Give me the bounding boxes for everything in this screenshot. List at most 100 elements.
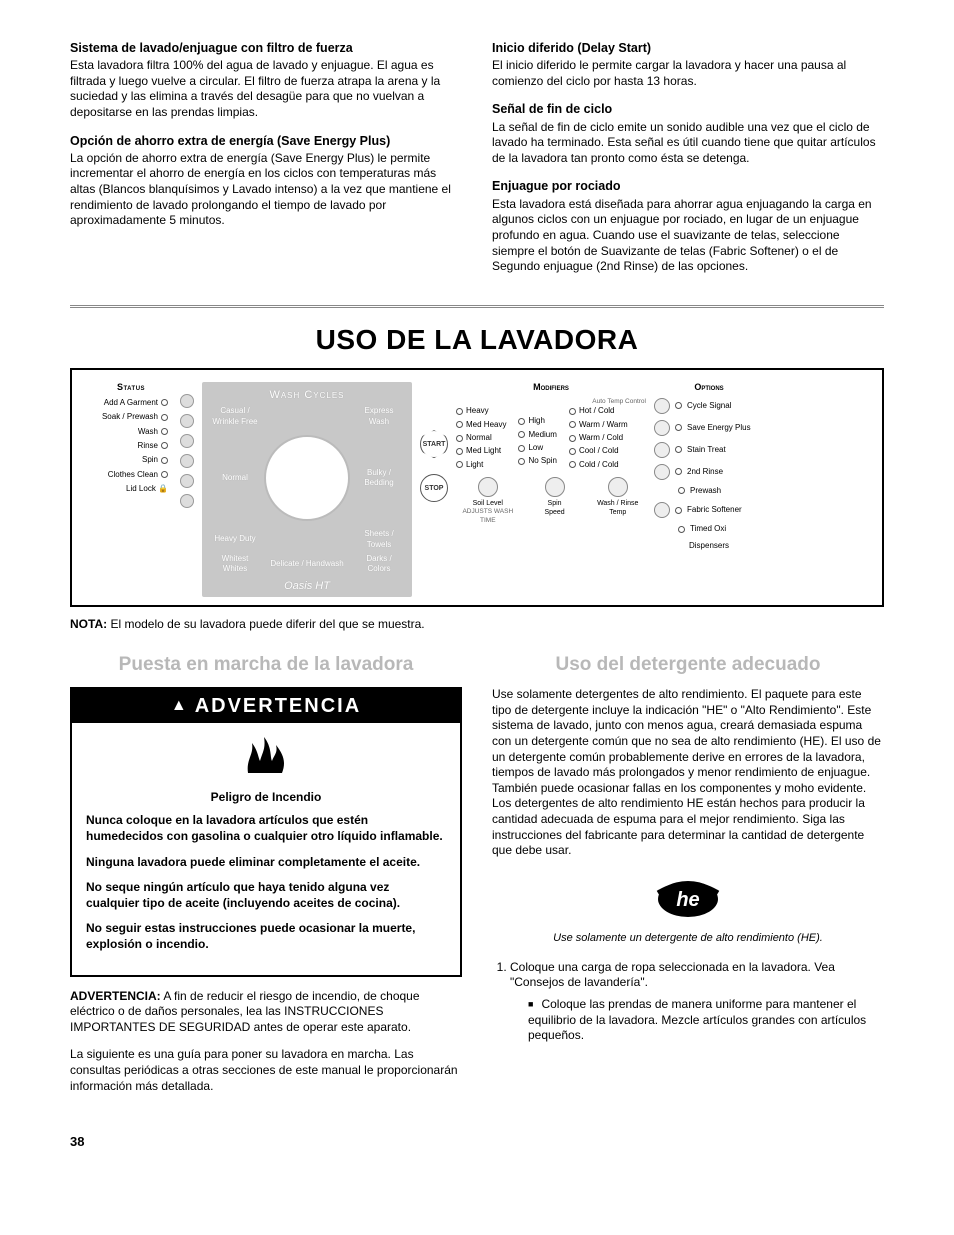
control-panel-diagram: Status Add A Garment Soak / Prewash Wash… xyxy=(70,368,884,607)
oasis-label: Oasis HT xyxy=(212,579,402,593)
soil-medheavy: Med Heavy xyxy=(466,420,506,430)
temp-sub: Auto Temp Control xyxy=(456,398,646,406)
modifiers-column: Modifiers Auto Temp Control Heavy Med He… xyxy=(456,382,646,525)
temp-hot: Hot / Cold xyxy=(579,406,615,416)
spin-med: Medium xyxy=(528,430,556,440)
flame-icon xyxy=(72,723,460,784)
bottom-columns: Puesta en marcha de la lavadora ADVERTEN… xyxy=(70,653,884,1107)
soil-list: Heavy Med Heavy Normal Med Light Light xyxy=(456,406,506,473)
opt-timed-oxi: Timed Oxi xyxy=(690,524,726,534)
step-1-text: Coloque una carga de ropa seleccionada e… xyxy=(510,960,835,990)
cycle-darks: Darks / Colors xyxy=(356,554,402,575)
soil-light: Light xyxy=(466,460,483,470)
para-sistema: Esta lavadora filtra 100% del agua de la… xyxy=(70,58,462,120)
status-rinse: Rinse xyxy=(138,441,158,450)
warning-p2: Ninguna lavadora puede eliminar completa… xyxy=(86,855,446,871)
top-features: Sistema de lavado/enjuague con filtro de… xyxy=(70,40,884,287)
opt-2nd-rinse: 2nd Rinse xyxy=(687,467,723,477)
para-save-energy: La opción de ahorro extra de energía (Sa… xyxy=(70,151,462,229)
heading-delay-start: Inicio diferido (Delay Start) xyxy=(492,40,884,56)
step-1: Coloque una carga de ropa seleccionada e… xyxy=(510,960,884,1044)
opt-save-energy: Save Energy Plus xyxy=(687,423,751,433)
para-end-cycle: La señal de fin de ciclo emite un sonido… xyxy=(492,120,884,167)
warning-p1: Nunca coloque en la lavadora artículos q… xyxy=(86,813,446,844)
heading-save-energy: Opción de ahorro extra de energía (Save … xyxy=(70,133,462,149)
warning-title: Peligro de Incendio xyxy=(86,790,446,806)
cycle-express: Express Wash xyxy=(356,406,402,427)
status-lid-lock: Lid Lock 🔒 xyxy=(126,484,168,493)
spin-list: High Medium Low No Spin xyxy=(518,406,556,473)
start-stop-col: START STOP xyxy=(420,382,448,502)
knob-row: Soil LevelADJUSTS WASH TIME Spin Speed W… xyxy=(456,477,646,525)
wash-cycles-block: Wash Cycles Casual / Wrinkle Free Expres… xyxy=(202,382,412,597)
left-subtitle: Puesta en marcha de la lavadora xyxy=(70,653,462,678)
status-column: Status Add A Garment Soak / Prewash Wash… xyxy=(94,382,172,498)
spin-high: High xyxy=(528,416,544,426)
knob-soil: Soil Level xyxy=(456,499,520,508)
divider xyxy=(70,305,884,308)
bottom-right: Uso del detergente adecuado Use solament… xyxy=(492,653,884,1107)
heading-spray-rinse: Enjuague por rociado xyxy=(492,178,884,194)
warning-p3: No seque ningún artículo que haya tenido… xyxy=(86,880,446,911)
temp-list: Hot / Cold Warm / Warm Warm / Cold Cool … xyxy=(569,406,628,473)
he-logo: he xyxy=(492,871,884,926)
advertencia-para: ADVERTENCIA: A fin de reducir el riesgo … xyxy=(70,989,462,1036)
cycle-casual: Casual / Wrinkle Free xyxy=(212,406,258,427)
warning-box: ADVERTENCIA Peligro de Incendio Nunca co… xyxy=(70,687,462,976)
bottom-left: Puesta en marcha de la lavadora ADVERTEN… xyxy=(70,653,462,1107)
right-subtitle: Uso del detergente adecuado xyxy=(492,653,884,678)
guide-para: La siguiente es una guía para poner su l… xyxy=(70,1047,462,1094)
page-number: 38 xyxy=(70,1134,884,1151)
wash-cycles-title: Wash Cycles xyxy=(212,388,402,402)
status-add-garment: Add A Garment xyxy=(104,398,158,407)
nota-text: El modelo de su lavadora puede diferir d… xyxy=(107,617,425,631)
opt-stain: Stain Treat xyxy=(687,445,726,455)
options-column: Options Cycle Signal Save Energy Plus St… xyxy=(654,382,764,551)
soil-medlight: Med Light xyxy=(466,446,501,456)
opt-cycle-signal: Cycle Signal xyxy=(687,401,731,411)
dispensers-label: Dispensers xyxy=(654,541,764,551)
warning-header: ADVERTENCIA xyxy=(72,689,460,723)
spin-low: Low xyxy=(528,443,543,453)
cycle-delicate: Delicate / Handwash xyxy=(264,559,350,569)
nota-bold: NOTA: xyxy=(70,617,107,631)
status-spin: Spin xyxy=(142,455,158,464)
status-soak: Soak / Prewash xyxy=(102,412,158,421)
cycle-dial xyxy=(264,435,350,521)
cycle-sheets: Sheets / Towels xyxy=(356,529,402,550)
led-strip xyxy=(180,382,194,508)
warning-p4: No seguir estas instrucciones puede ocas… xyxy=(86,921,446,952)
modifiers-heading: Modifiers xyxy=(456,382,646,394)
knob-spin: Spin Speed xyxy=(538,499,572,517)
status-clean: Clothes Clean xyxy=(108,470,158,479)
cycle-bulky: Bulky / Bedding xyxy=(356,468,402,489)
warning-body: Peligro de Incendio Nunca coloque en la … xyxy=(72,790,460,975)
adv-bold: ADVERTENCIA: xyxy=(70,989,161,1003)
status-wash: Wash xyxy=(138,427,158,436)
knob-temp: Wash / Rinse Temp xyxy=(590,499,646,517)
opt-prewash: Prewash xyxy=(690,486,721,496)
temp-cold: Cold / Cold xyxy=(579,460,619,470)
temp-wc: Warm / Cold xyxy=(579,433,623,443)
status-heading: Status xyxy=(94,382,168,394)
cycle-whites: Whitest Whites xyxy=(212,554,258,575)
step-1-bullet: Coloque las prendas de manera uniforme p… xyxy=(528,997,884,1044)
para-delay-start: El inicio diferido le permite cargar la … xyxy=(492,58,884,89)
soil-normal: Normal xyxy=(466,433,492,443)
opt-fabric-softener: Fabric Softener xyxy=(687,505,742,515)
svg-text:he: he xyxy=(676,889,699,911)
steps-list: Coloque una carga de ropa seleccionada e… xyxy=(492,960,884,1044)
soil-heavy: Heavy xyxy=(466,406,489,416)
detergent-para: Use solamente detergentes de alto rendim… xyxy=(492,687,884,859)
para-spray-rinse: Esta lavadora está diseñada para ahorrar… xyxy=(492,197,884,275)
heading-sistema: Sistema de lavado/enjuague con filtro de… xyxy=(70,40,462,56)
nota-line: NOTA: El modelo de su lavadora puede dif… xyxy=(70,617,884,633)
main-title: USO DE LA LAVADORA xyxy=(70,322,884,358)
cycle-normal: Normal xyxy=(212,473,258,483)
spin-none: No Spin xyxy=(528,456,556,466)
stop-button: STOP xyxy=(420,474,448,502)
he-caption: Use solamente un detergente de alto rend… xyxy=(492,931,884,945)
temp-ww: Warm / Warm xyxy=(579,420,628,430)
heading-end-cycle: Señal de fin de ciclo xyxy=(492,101,884,117)
cycle-heavy: Heavy Duty xyxy=(212,534,258,544)
